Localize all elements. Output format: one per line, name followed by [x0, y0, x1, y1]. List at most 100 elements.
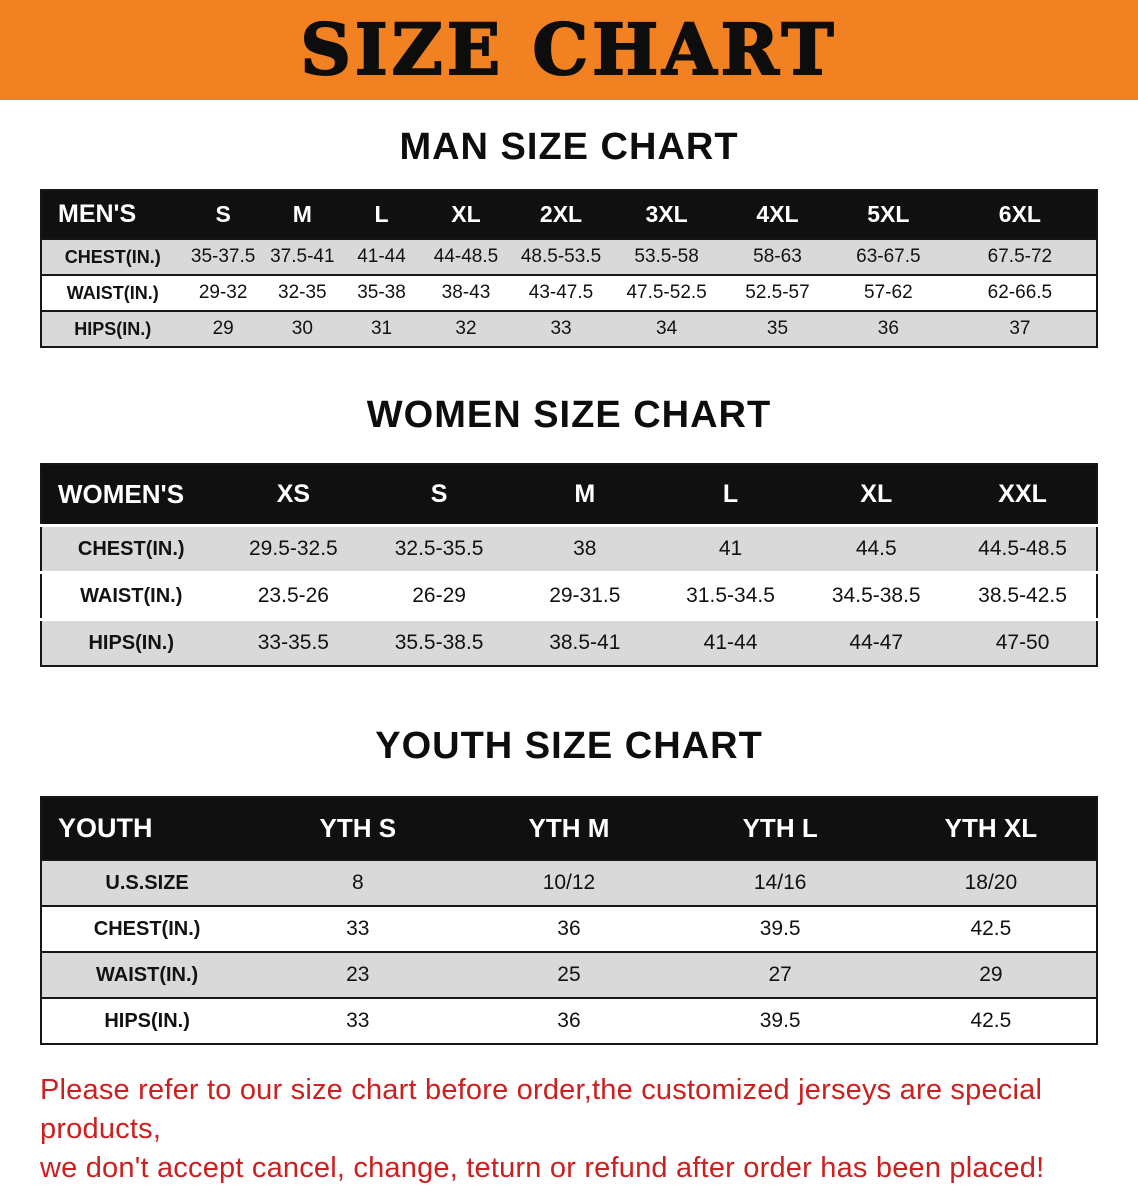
measurement-value-cell: 35 [766, 318, 789, 339]
measurement-label-cell: CHEST(IN.) [93, 917, 201, 940]
women-section-heading: WOMEN SIZE CHART [366, 394, 772, 436]
size-chart-banner: SIZE CHART [0, 0, 1138, 100]
measurement-value-cell: 29.5-32.5 [249, 537, 338, 560]
size-header-cell: YTH XL [885, 797, 1097, 860]
measurement-value-cell: 34.5-38.5 [831, 584, 921, 607]
measurement-value-cell: 27 [768, 963, 792, 986]
measurement-value-cell: 35-38 [357, 282, 406, 303]
measurement-value-cell: 38.5-42.5 [978, 584, 1067, 607]
measurement-value-cell: 53.5-58 [634, 246, 699, 267]
measurement-label-cell: CHEST(IN.) [64, 246, 161, 267]
measurement-value-cell: 41-44 [703, 631, 758, 654]
size-header-cell: YTH M [463, 797, 675, 860]
size-header-cell: L [657, 464, 804, 526]
women-size-table: WOMEN'S XS S M L XL XXL CHEST(IN.) 29.5-32.5 32.5… [40, 463, 1098, 667]
size-header-cell: XS [220, 464, 367, 526]
measurement-value-cell: 47.5-52.5 [626, 282, 707, 303]
measurement-value-cell: 42.5 [970, 917, 1012, 940]
measurement-value-cell: 33-35.5 [257, 631, 329, 654]
measurement-value-cell: 29 [212, 318, 234, 339]
measurement-label-cell: WAIST(IN.) [80, 584, 183, 607]
table-title-cell: YOUTH [41, 797, 253, 860]
measurement-row: HIPS(IN.) 33-35.5 35.5-38.5 38.5-41 41-44 44-… [41, 619, 1097, 666]
page-title: SIZE CHART [299, 8, 838, 91]
measurement-value-cell: 35-37.5 [190, 246, 256, 267]
table-title-cell: MEN'S [41, 190, 184, 239]
measurement-row: U.S.SIZE 8 10/12 14/16 18/20 [41, 860, 1097, 906]
measurement-row: HIPS(IN.) 33 36 39.5 42.5 [41, 998, 1097, 1044]
table-header-row: MEN'S S M L XL 2XL 3XL 4XL 5XL 6XL [41, 190, 1097, 239]
measurement-label-cell: HIPS(IN.) [74, 318, 152, 339]
measurement-value-cell: 31.5-34.5 [686, 584, 775, 607]
size-header-cell: YTH L [674, 797, 886, 860]
women-size-section: WOMEN SIZE CHART WOMEN'S XS S M L XL XXL CHEST(… [0, 394, 1138, 667]
measurement-row: HIPS(IN.) 29 30 31 32 33 34 35 36 37 [41, 311, 1097, 347]
measurement-value-cell: 67.5-72 [987, 246, 1053, 267]
measurement-value-cell: 39.5 [759, 1009, 801, 1032]
measurement-value-cell: 32-35 [278, 282, 327, 303]
measurement-value-cell: 44-47 [849, 631, 904, 654]
measurement-value-cell: 18/20 [964, 871, 1018, 894]
measurement-value-cell: 36 [557, 917, 581, 940]
table-header-row: WOMEN'S XS S M L XL XXL [41, 464, 1097, 526]
measurement-label-cell: U.S.SIZE [105, 871, 189, 894]
man-size-section: MAN SIZE CHART MEN'S S M L XL 2XL 3XL 4XL 5XL 6XL… [0, 126, 1138, 348]
measurement-value-cell: 47-50 [995, 631, 1050, 654]
size-header-cell: 6XL [943, 190, 1097, 239]
measurement-value-cell: 36 [877, 318, 899, 339]
measurement-value-cell: 58-63 [753, 246, 802, 267]
size-header-cell: L [341, 190, 422, 239]
measurement-value-cell: 38.5-41 [549, 631, 621, 654]
measurement-label-cell: HIPS(IN.) [104, 1009, 190, 1032]
measurement-value-cell: 62-66.5 [987, 282, 1053, 303]
measurement-value-cell: 36 [557, 1009, 581, 1032]
measurement-row: CHEST(IN.) 35-37.5 37.5-41 41-44 44-48.5 48.5… [41, 239, 1097, 275]
measurement-value-cell: 29-31.5 [549, 584, 621, 607]
measurement-row: CHEST(IN.) 29.5-32.5 32.5-35.5 38 41 44.5 44.5… [41, 525, 1097, 573]
size-header-cell: 3XL [611, 190, 723, 239]
table-title-cell: WOMEN'S [41, 464, 221, 526]
measurement-value-cell: 32 [455, 318, 477, 339]
measurement-value-cell: 33 [346, 917, 370, 940]
measurement-value-cell: 30 [291, 318, 313, 339]
size-header-cell: XL [421, 190, 511, 239]
size-header-cell: XL [803, 464, 950, 526]
measurement-value-cell: 44.5 [855, 537, 897, 560]
measurement-value-cell: 33 [346, 1009, 370, 1032]
measurement-value-cell: 29 [979, 963, 1003, 986]
measurement-value-cell: 31 [370, 318, 393, 339]
measurement-value-cell: 41 [718, 537, 743, 560]
size-header-cell: 2XL [510, 190, 612, 239]
size-header-cell: M [262, 190, 342, 239]
disclaimer: Please refer to our size chart before or… [40, 1071, 1110, 1188]
measurement-row: WAIST(IN.) 29-32 32-35 35-38 38-43 43-47.5 47.… [41, 275, 1097, 311]
measurement-value-cell: 23 [346, 963, 370, 986]
measurement-value-cell: 32.5-35.5 [394, 537, 484, 560]
size-header-cell: 4XL [722, 190, 833, 239]
size-header-cell: M [511, 464, 658, 526]
size-header-cell: S [366, 464, 512, 526]
measurement-label-cell: HIPS(IN.) [88, 631, 175, 654]
measurement-value-cell: 38-43 [441, 282, 491, 303]
measurement-value-cell: 34 [656, 318, 678, 339]
measurement-value-cell: 48.5-53.5 [520, 246, 602, 267]
measurement-label-cell: WAIST(IN.) [95, 963, 199, 986]
youth-section-heading: YOUTH SIZE CHART [375, 725, 763, 767]
measurement-value-cell: 38 [573, 537, 597, 560]
measurement-value-cell: 43-47.5 [528, 282, 594, 303]
measurement-label-cell: WAIST(IN.) [66, 282, 159, 303]
measurement-row: WAIST(IN.) 23 25 27 29 [41, 952, 1097, 998]
measurement-row: WAIST(IN.) 23.5-26 26-29 29-31.5 31.5-34.5 34… [41, 572, 1097, 620]
measurement-value-cell: 35.5-38.5 [394, 631, 484, 654]
measurement-value-cell: 63-67.5 [856, 246, 921, 267]
measurement-value-cell: 39.5 [759, 917, 801, 940]
measurement-value-cell: 10/12 [542, 871, 596, 894]
measurement-label-cell: CHEST(IN.) [77, 537, 185, 560]
disclaimer-line-2: we don't accept cancel, change, teturn o… [40, 1152, 1045, 1185]
size-header-cell: XXL [949, 464, 1097, 526]
measurement-row: CHEST(IN.) 33 36 39.5 42.5 [41, 906, 1097, 952]
measurement-value-cell: 25 [557, 963, 581, 986]
table-header-row: YOUTH YTH S YTH M YTH L YTH XL [41, 797, 1097, 860]
measurement-value-cell: 57-62 [864, 282, 913, 303]
